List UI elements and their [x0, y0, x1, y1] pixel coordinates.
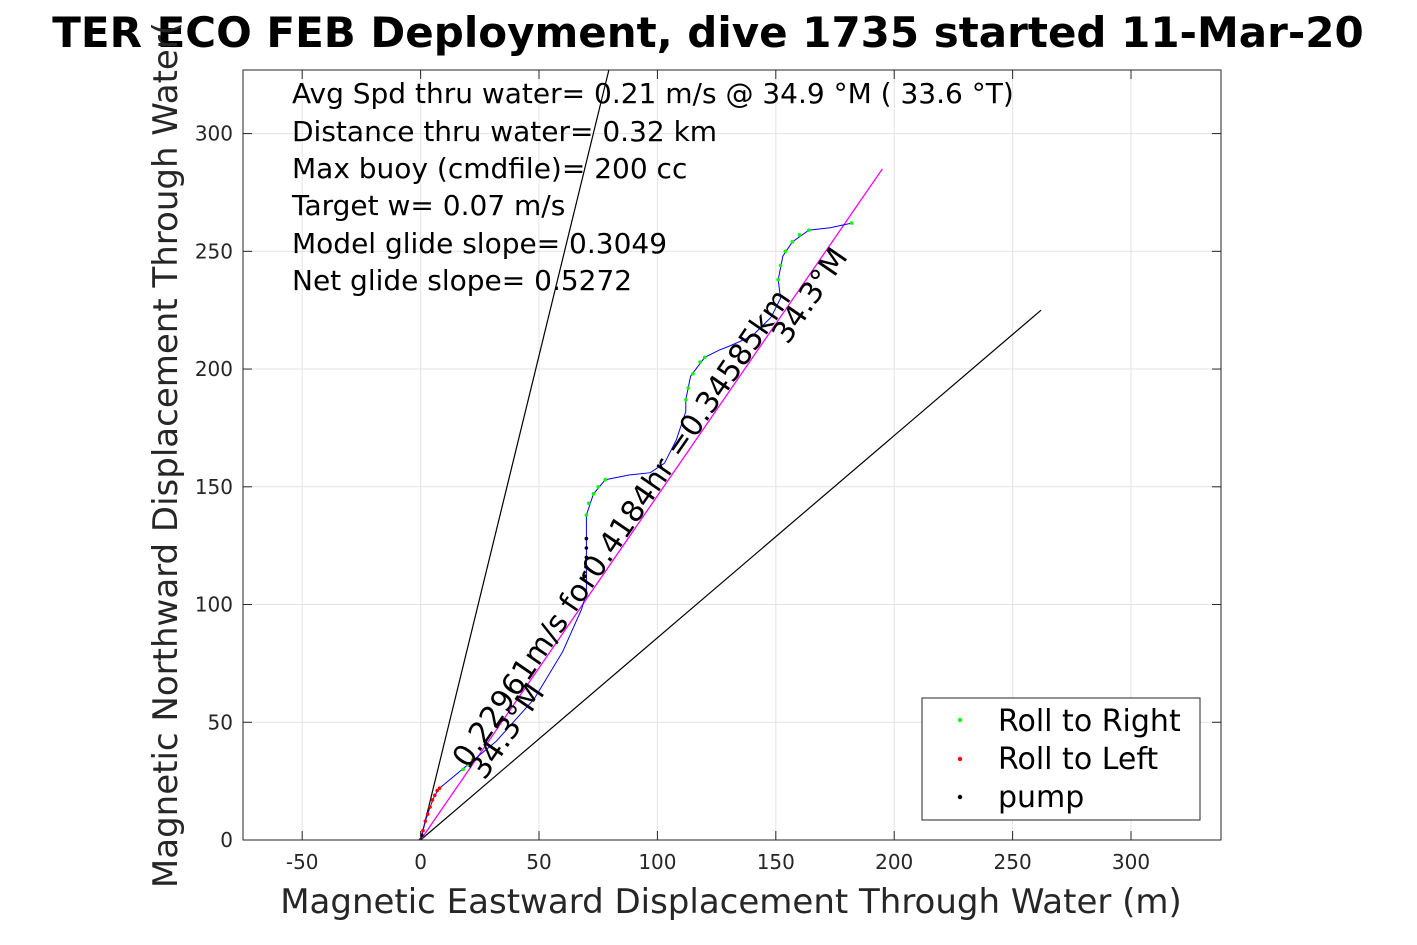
roll-right-point [596, 484, 601, 489]
pump-point [584, 565, 588, 569]
roll-right-point [466, 762, 470, 767]
roll-right-point [586, 501, 591, 506]
roll-right-point [591, 492, 596, 496]
roll-left-point [437, 786, 442, 790]
roll-left-point [430, 798, 435, 802]
legend-label-roll-left: Roll to Left [998, 742, 1158, 777]
roll-right-point [686, 386, 690, 390]
roll-right-point [849, 221, 854, 225]
roll-right-point [698, 360, 702, 364]
roll-left-point [435, 788, 439, 793]
data-layer [418, 70, 1042, 840]
roll-left-point [425, 812, 430, 816]
y-tick-label: 50 [208, 710, 233, 734]
y-tick-label: 300 [195, 122, 233, 146]
legend-box [921, 697, 1201, 821]
x-tick-label: 250 [994, 850, 1032, 874]
roll-right-point [778, 263, 783, 268]
stat-max-buoy: Max buoy (cmdfile)= 200 cc [292, 152, 687, 185]
stat-distance: Distance thru water= 0.32 km [292, 115, 717, 148]
x-tick-label: 200 [875, 850, 913, 874]
legend-label-pump: pump [998, 780, 1084, 815]
stat-model-glide: Model glide slope= 0.3049 [292, 227, 667, 260]
x-tick-label: 150 [757, 850, 795, 874]
pump-point [584, 546, 589, 550]
roll-left-point [421, 828, 425, 833]
roll-right-point [702, 355, 707, 360]
legend-marker-roll-right [957, 717, 963, 723]
legend-label-roll-right: Roll to Right [998, 704, 1181, 739]
stat-net-glide: Net glide slope= 0.5272 [292, 264, 632, 297]
y-tick-label: 100 [195, 593, 233, 617]
plot-frame [242, 69, 1222, 841]
roll-right-point [470, 758, 475, 762]
stats-text-block: Avg Spd thru water= 0.21 m/s @ 34.9 °M (… [291, 77, 1014, 297]
axis-ticks: -50 0 50 100 150 200 250 300 0 50 100 150 200 250 300 [195, 70, 1221, 874]
roll-right-point [807, 228, 811, 232]
x-tick-label: 300 [1112, 850, 1150, 874]
pump-point [583, 574, 587, 579]
roll-left-point [423, 819, 428, 823]
pump-point [584, 555, 589, 560]
y-tick-label: 150 [195, 475, 233, 499]
y-tick-label: 200 [195, 357, 233, 381]
chart-title: TER ECO FEB Deployment, dive 1735 starte… [52, 8, 1363, 57]
roll-right-point [783, 249, 788, 254]
roll-left-point [428, 805, 432, 809]
x-tick-label: -50 [286, 850, 319, 874]
pump-point [584, 536, 589, 541]
glide-slope-line [420, 309, 1042, 840]
roll-right-point [776, 277, 780, 282]
dive-track-line [770, 222, 852, 318]
y-tick-label: 0 [220, 828, 233, 852]
stat-target-w: Target w= 0.07 m/s [291, 189, 565, 222]
roll-right-point [461, 767, 466, 772]
legend-marker-pump [957, 794, 963, 800]
x-axis-label: Magnetic Eastward Displacement Through W… [280, 882, 1182, 922]
roll-right-point [584, 513, 589, 517]
legend: Roll to Right Roll to Left pump [921, 697, 1201, 821]
roll-right-point [684, 397, 688, 402]
stat-avg-speed: Avg Spd thru water= 0.21 m/s @ 34.9 °M (… [292, 77, 1014, 110]
y-tick-label: 250 [195, 239, 233, 263]
legend-marker-roll-left [957, 756, 963, 762]
roll-right-point [790, 240, 795, 244]
x-tick-label: 100 [638, 850, 676, 874]
roll-left-point [433, 793, 437, 798]
roll-right-point [797, 233, 802, 237]
roll-right-point [603, 477, 608, 482]
x-tick-label: 50 [526, 850, 551, 874]
roll-right-point [691, 371, 695, 376]
y-axis-label: Magnetic Northward Displacement Through … [146, 22, 186, 888]
glide-slope-line [420, 70, 610, 840]
x-tick-label: 0 [414, 850, 427, 874]
dive-track-line [664, 316, 772, 464]
net-displacement-line [420, 168, 883, 840]
